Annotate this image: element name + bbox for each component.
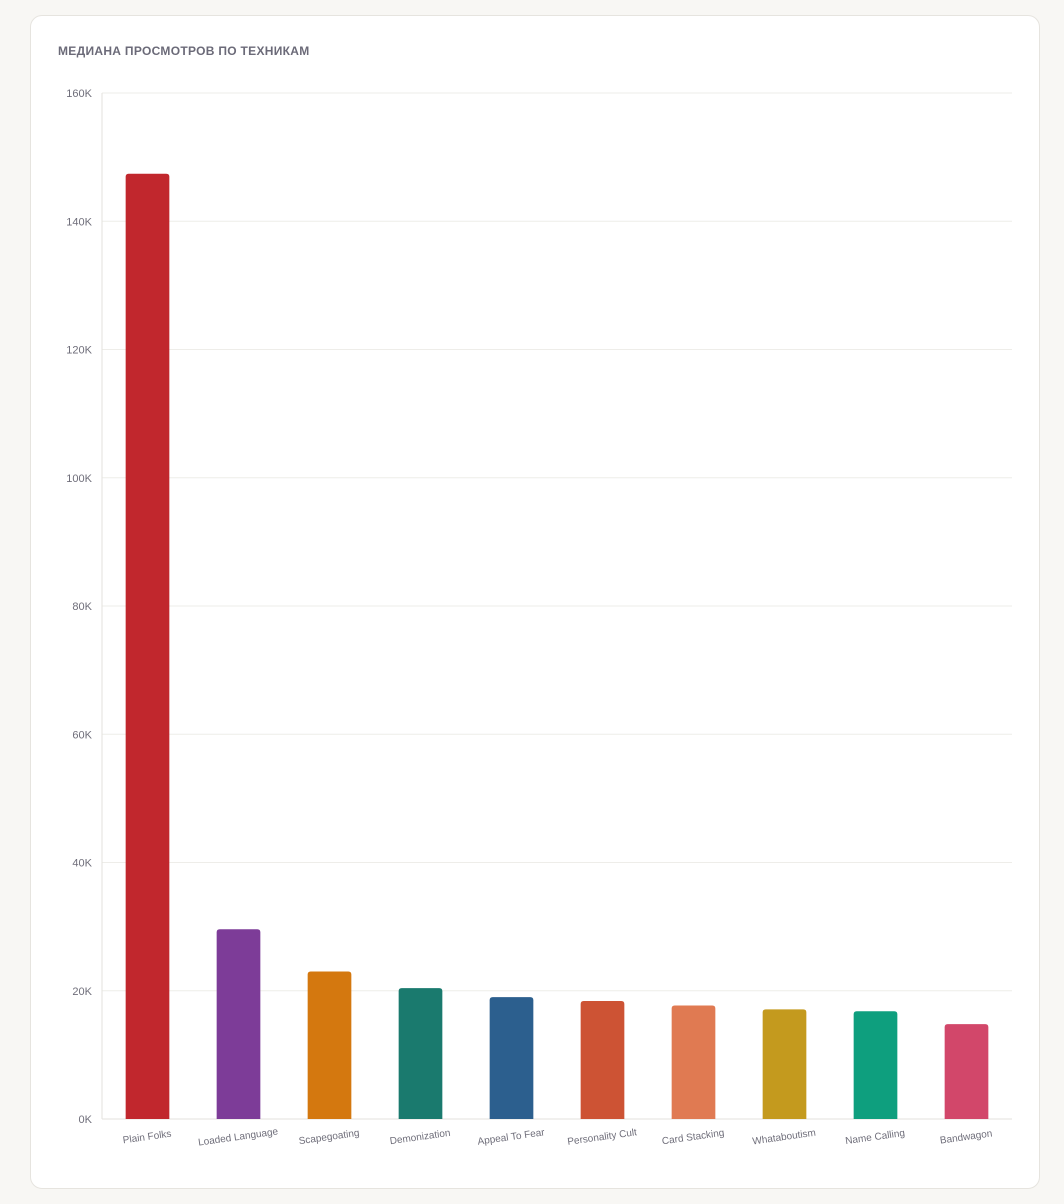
x-tick-label: Plain Folks xyxy=(122,1129,172,1147)
bar[interactable] xyxy=(762,1009,807,1119)
bar[interactable] xyxy=(853,1011,898,1119)
chart-card: МЕДИАНА ПРОСМОТРОВ ПО ТЕХНИКАМ xyxy=(30,15,1040,1189)
bars xyxy=(125,173,989,1120)
y-tick-labels: 0K 20K 40K 60K 80K 100K 120K 140K 160K xyxy=(66,88,92,1126)
x-tick-label: Card Stacking xyxy=(661,1128,725,1148)
x-tick-label: Bandwagon xyxy=(939,1128,993,1146)
x-tick-label: Name Calling xyxy=(845,1128,906,1147)
bar[interactable] xyxy=(580,1001,625,1119)
bar[interactable] xyxy=(307,971,352,1119)
y-tick-label: 140K xyxy=(66,216,92,228)
y-tick-label: 160K xyxy=(66,88,92,100)
y-tick-label: 100K xyxy=(66,473,92,485)
x-tick-label: Whataboutism xyxy=(752,1128,817,1148)
x-tick-labels: Plain Folks Loaded Language Scapegoating De… xyxy=(122,1126,993,1148)
bar[interactable] xyxy=(216,929,261,1119)
bar[interactable] xyxy=(489,997,534,1119)
y-tick-label: 60K xyxy=(72,729,92,741)
bar[interactable] xyxy=(398,988,443,1119)
x-tick-label: Personality Cult xyxy=(567,1127,638,1148)
y-tick-label: 0K xyxy=(79,1114,93,1126)
bar[interactable] xyxy=(671,1005,716,1119)
x-tick-label: Scapegoating xyxy=(298,1128,360,1147)
bar[interactable] xyxy=(125,173,170,1120)
x-tick-label: Appeal To Fear xyxy=(477,1127,546,1147)
y-tick-label: 20K xyxy=(72,986,92,998)
gridlines xyxy=(102,92,1012,1120)
bar[interactable] xyxy=(944,1024,989,1119)
y-tick-label: 120K xyxy=(66,345,92,357)
x-tick-label: Demonization xyxy=(389,1128,451,1147)
y-tick-label: 40K xyxy=(72,858,92,870)
chart-title: МЕДИАНА ПРОСМОТРОВ ПО ТЕХНИКАМ xyxy=(58,44,310,58)
x-tick-label: Loaded Language xyxy=(197,1126,279,1148)
y-tick-label: 80K xyxy=(72,601,92,613)
